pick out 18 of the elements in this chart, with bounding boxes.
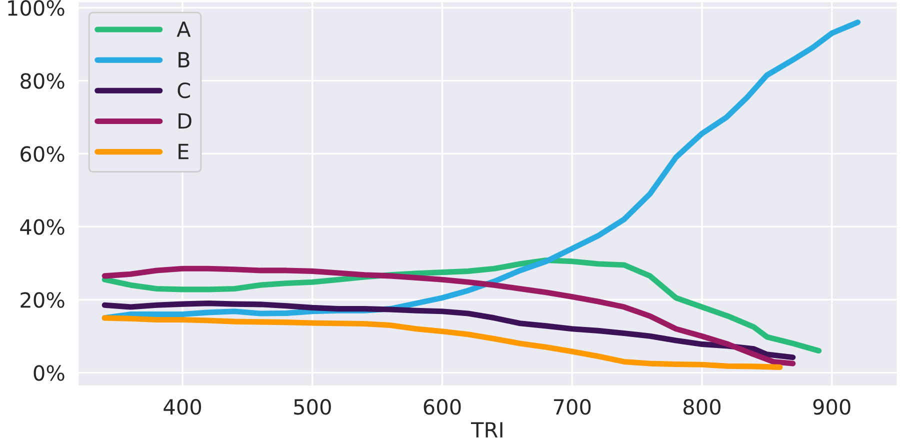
legend-label: E [178,144,188,160]
y-tick-label: 0% [34,365,64,381]
x-tick-label: 500 [294,399,331,415]
x-tick-label: 600 [424,399,461,415]
x-tick-label: 700 [554,399,591,415]
y-tick-label: 100% [8,0,64,16]
x-tick-label: 800 [684,399,720,415]
legend-label: B [178,52,190,68]
legend-label: D [178,113,192,129]
legend-label: A [176,22,191,37]
y-tick-label: 20% [20,292,64,308]
y-tick-label: 40% [20,219,64,235]
x-tick-label: 400 [164,399,202,415]
y-tick-label: 60% [20,146,64,162]
x-axis-title: TRI [470,422,502,438]
legend-label: C [178,82,190,98]
x-tick-label: 900 [813,399,850,415]
y-tick-label: 80% [20,73,64,89]
